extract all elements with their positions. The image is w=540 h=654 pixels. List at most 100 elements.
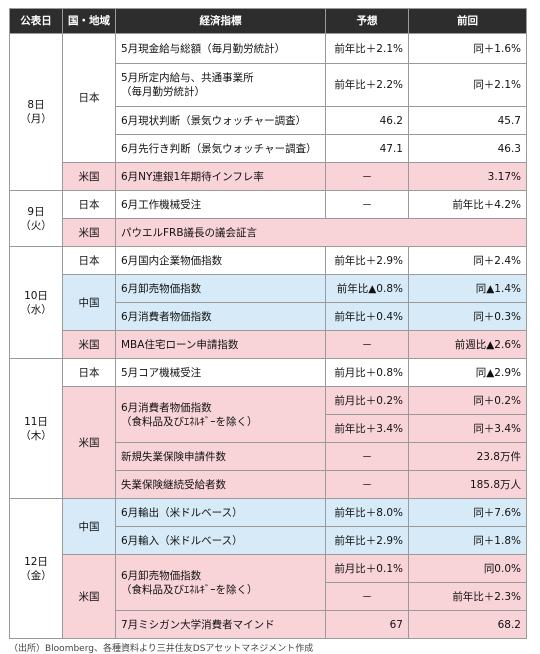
forecast-cell: 46.2 [325,106,409,135]
text-line: 9日 [27,205,45,218]
previous-cell: 前年比＋4.2% [408,190,527,219]
calendar-body: 8日 （月） 日本 5月現金給与総額（毎月勤労統計） 前年比＋2.1% 同＋1.6% 5月所… [9,33,527,639]
region-cell: 米国 [62,330,116,359]
text-line: 6月国内企業物価指数 [121,254,223,267]
forecast-cell: 前月比＋0.8% [325,358,409,387]
text-line: 5月現金給与総額（毎月勤労統計） [121,42,286,55]
text-line: 6月先行き判断（景気ウォッチャー調査） [121,142,317,155]
table-row: 米国 MBA住宅ローン申請指数 －前週比▲2.6% [10,330,527,359]
table-row: 米国 6月卸売物価指数 （食料品及びｴﾈﾙｷﾞｰを除く） 前月比＋0.1% 同0.0% [10,554,527,639]
text-line: 5月所定内給与、共通事業所 [121,72,254,84]
region-cell: 日本 [62,190,116,219]
indicator-cell: 6月NY連銀1年期待インフレ率 [115,162,326,191]
date-cell: 10日 （水） [9,246,63,359]
indicator-cell: 5月コア機械受注 [115,358,326,387]
previous-cell: 46.3 [408,134,527,163]
table-row: 9日 （火） 日本 6月工作機械受注－前年比＋4.2% [9,190,527,247]
table-row: 8日 （月） 日本 5月現金給与総額（毎月勤労統計） 前年比＋2.1% 同＋1.6% [9,33,527,191]
text-line: 6月輸入（米ドルベース） [121,534,243,547]
text-line: 失業保険継続受給者数 [121,478,226,491]
previous-cell: 同＋0.3% [408,302,527,331]
economic-calendar-table: 公表日 国・地域 経済指標 予想 前回 8日 （月） 日本 5月現金給与総額（毎月勤労… [9,8,527,639]
text-line: 6月消費者物価指数 [121,310,212,323]
forecast-cell: － [325,162,409,191]
region-cell: 中国 [62,498,116,555]
region-cell: 米国 [62,162,116,191]
region-cell: 日本 [62,33,116,163]
indicator-cell: 新規失業保険申請件数 [115,442,326,471]
header-date: 公表日 [9,8,63,34]
previous-cell: 3.17% [408,162,527,191]
indicator-cell: 5月現金給与総額（毎月勤労統計） [115,33,326,64]
table-row: －前年比＋2.3% [10,582,527,611]
table-row: 11日 （木） 日本 5月コア機械受注 前月比＋0.8% 同▲2.9% [9,358,527,499]
forecast-cell: － [325,582,409,611]
text-line: （金） [20,569,52,582]
text-line: 6月卸売物価指数 [121,569,202,582]
table-row: 5月所定内給与、共通事業所 （毎月勤労統計） 前年比＋2.2% 同＋2.1% [10,63,527,107]
table-row: 12日 （金） 中国 6月輸出（米ドルベース） 前年比＋8.0% 同＋7.6% [9,498,527,639]
text-line: 6月輸出（米ドルベース） [121,506,243,519]
text-line: （火） [20,219,52,232]
text-line: 6月NY連銀1年期待インフレ率 [121,170,264,183]
indicator-cell: 6月消費者物価指数 （食料品及びｴﾈﾙｷﾞｰを除く） [115,386,326,443]
previous-cell: 同＋7.6% [408,498,527,527]
date-cell: 8日 （月） [9,33,63,191]
previous-cell: 同＋0.2% [408,386,527,415]
table-row: 新規失業保険申請件数 － 23.8万件 [10,442,527,471]
table-row: 米国 6月NY連銀1年期待インフレ率 － 3.17% [10,162,527,191]
previous-cell: 同＋3.4% [408,414,527,443]
text-line: 6月現状判断（景気ウォッチャー調査） [121,114,307,127]
forecast-cell: 前年比＋2.9% [325,526,409,555]
table-row: 10日 （水） 日本 6月国内企業物価指数 前年比＋2.9% 同＋2.4% [9,246,527,359]
forecast-cell: 前年比＋0.4% [325,302,409,331]
forecast-cell: 前年比＋2.1% [325,33,409,64]
previous-cell: 68.2 [408,610,527,639]
previous-cell: 前年比＋2.3% [408,582,527,611]
header-forecast: 予想 [325,8,409,34]
previous-cell: 185.8万人 [408,470,527,499]
text-line: 新規失業保険申請件数 [121,450,226,463]
indicator-cell: 6月現状判断（景気ウォッチャー調査） [115,106,326,135]
forecast-cell: 前年比＋2.2% [325,63,409,107]
indicator-cell: 6月卸売物価指数 [115,274,326,303]
forecast-cell: － [325,190,409,219]
text-line: （食料品及びｴﾈﾙｷﾞｰを除く） [121,583,258,596]
previous-cell: 同＋2.1% [408,63,527,107]
indicator-cell: 6月先行き判断（景気ウォッチャー調査） [115,134,326,163]
indicator-cell: パウエルFRB議長の議会証言 [115,218,527,247]
region-cell: 米国 [62,386,116,499]
header-previous: 前回 [408,8,527,34]
table-row: 米国 パウエルFRB議長の議会証言 [10,218,527,247]
indicator-cell: 失業保険継続受給者数 [115,470,326,499]
indicator-cell: 6月工作機械受注 [115,190,326,219]
indicator-cell: 6月輸入（米ドルベース） [115,526,326,555]
text-line: （水） [20,303,52,316]
date-cell: 12日 （金） [9,498,63,639]
previous-cell: 同▲1.4% [408,274,527,303]
previous-cell: 同▲2.9% [408,358,527,387]
forecast-cell: 前年比＋8.0% [325,498,409,527]
forecast-cell: 前月比＋0.1% [325,554,409,583]
forecast-cell: － [325,442,409,471]
table-row: 6月輸入（米ドルベース） 前年比＋2.9% 同＋1.8% [10,526,527,555]
region-cell: 米国 [62,554,116,639]
text-line: パウエルFRB議長の議会証言 [121,226,258,239]
indicator-cell: 6月消費者物価指数 [115,302,326,331]
forecast-cell: 47.1 [325,134,409,163]
region-cell: 米国 [62,218,116,247]
text-line: 12日 [24,555,48,568]
text-line: 7月ミシガン大学消費者マインド [121,618,275,631]
forecast-cell: 前年比＋2.9% [325,246,409,275]
forecast-cell: 前年比▲0.8% [325,274,409,303]
indicator-cell: 6月卸売物価指数 （食料品及びｴﾈﾙｷﾞｰを除く） [115,554,326,611]
table-row: 6月消費者物価指数 前年比＋0.4% 同＋0.3% [10,302,527,331]
forecast-cell: 前月比＋0.2% [325,386,409,415]
forecast-cell: － [325,470,409,499]
previous-cell: 同＋1.8% [408,526,527,555]
text-line: 6月消費者物価指数 [121,401,212,414]
table-row: 7月ミシガン大学消費者マインド 67 68.2 [10,610,527,639]
table-row: 失業保険継続受給者数 － 185.8万人 [10,470,527,499]
region-cell: 日本 [62,358,116,387]
text-line: 10日 [24,289,48,302]
